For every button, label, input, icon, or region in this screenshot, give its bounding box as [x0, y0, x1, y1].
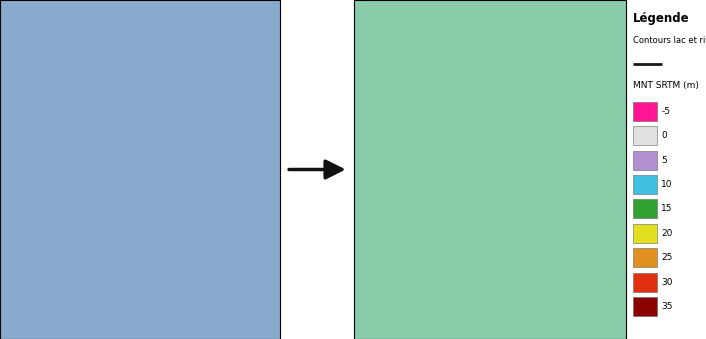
Bar [633, 199, 657, 218]
Bar [633, 126, 657, 145]
Text: 15: 15 [662, 204, 673, 213]
Bar [633, 151, 657, 170]
Bar [633, 175, 657, 194]
Text: 30: 30 [662, 278, 673, 286]
Text: 35: 35 [662, 302, 673, 311]
Bar [633, 273, 657, 292]
Bar [633, 102, 657, 121]
Text: 0: 0 [662, 131, 667, 140]
Text: Légende: Légende [633, 12, 689, 25]
Text: 20: 20 [662, 229, 673, 238]
Text: Contours lac et rivière: Contours lac et rivière [633, 36, 706, 45]
Text: MNT SRTM (m): MNT SRTM (m) [633, 81, 698, 91]
Bar [633, 297, 657, 316]
Bar [633, 248, 657, 267]
Text: -5: -5 [662, 107, 670, 116]
Text: 5: 5 [662, 156, 667, 164]
Text: 10: 10 [662, 180, 673, 189]
Text: 25: 25 [662, 253, 673, 262]
Bar [633, 224, 657, 243]
